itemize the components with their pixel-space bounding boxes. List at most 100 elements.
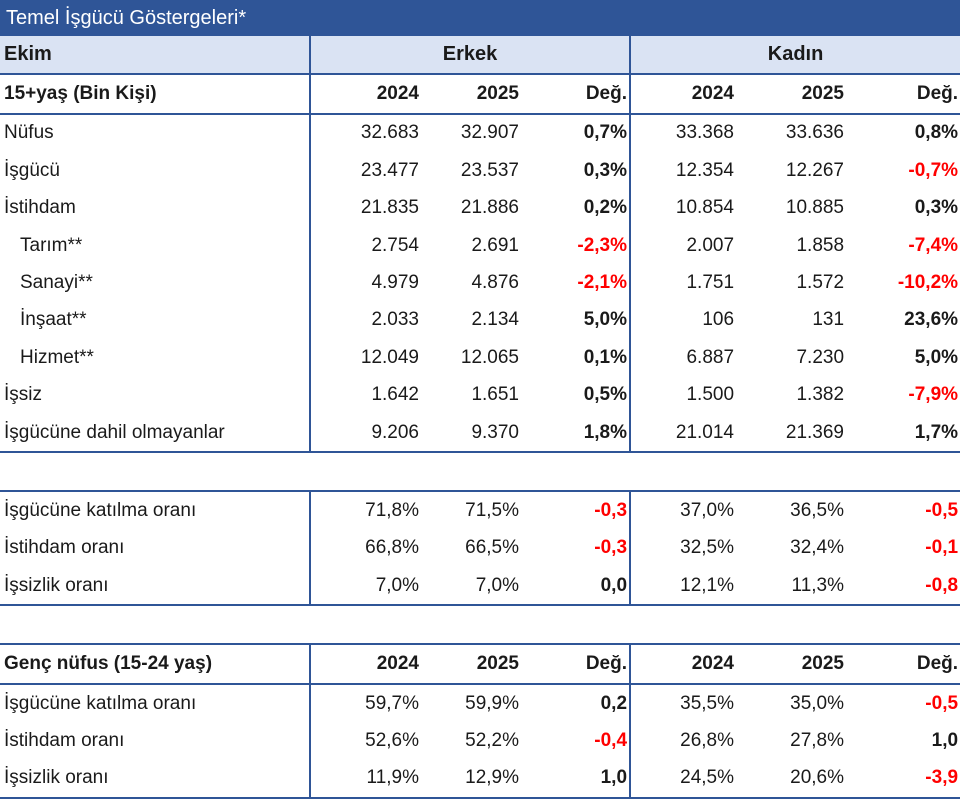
row-label: İşsiz — [0, 376, 311, 414]
row-label: Sanayi** — [0, 264, 311, 302]
row-label: İstihdam — [0, 189, 311, 227]
male-change-value: -0,3 — [525, 529, 632, 568]
female-change-value: -0,8 — [850, 567, 960, 607]
male-2024-value: 11,9% — [310, 759, 425, 799]
table-row: İstihdam oranı 66,8% 66,5% -0,3 32,5% 32,4% -0… — [0, 529, 960, 568]
male-group-header: Erkek — [310, 36, 632, 76]
female-2025-value: 36,5% — [740, 490, 851, 530]
male-change-value: 0,2% — [525, 189, 632, 227]
male-change-value: 0,0 — [525, 567, 632, 607]
row-label: İşsizlik oranı — [0, 567, 311, 607]
row-label: İstihdam oranı — [0, 529, 311, 568]
year-header: 2025 — [425, 643, 525, 685]
female-change-value: -0,5 — [850, 490, 960, 530]
group-header-row: Ekim Erkek Kadın — [0, 36, 960, 76]
female-2025-value: 21.369 — [740, 413, 851, 454]
year-header: 2025 — [740, 643, 851, 685]
female-change-value: -7,9% — [908, 384, 959, 406]
female-2024-value: 6.887 — [686, 346, 735, 368]
male-2024-value: 71,8% — [310, 490, 425, 530]
female-change-value: 0,3% — [914, 197, 959, 219]
female-change-value: -0,7% — [908, 159, 959, 181]
male-change-value: 0,2 — [525, 683, 632, 723]
year-header: 2024 — [630, 643, 741, 685]
year-header: 2025 — [740, 74, 851, 115]
row-label: Nüfus — [0, 113, 311, 153]
row-label: Hizmet** — [0, 339, 311, 377]
female-2024-value: 32,5% — [680, 537, 735, 559]
male-2024-value: 7,0% — [310, 567, 425, 607]
year-header: 2024 — [310, 74, 425, 115]
male-2024-value: 2.033 — [371, 309, 419, 331]
row-label: Tarım** — [0, 226, 311, 265]
table-row: Nüfus 32.683 32.907 0,7% 33.368 33.636 0,8% — [0, 113, 960, 153]
female-2024-value: 12.354 — [675, 159, 735, 181]
table-title: Temel İşgücü Göstergeleri* — [0, 0, 960, 36]
male-2025-value: 32.907 — [460, 122, 519, 144]
female-change-value: -0,5 — [925, 692, 959, 714]
female-2025-value: 12.267 — [785, 159, 845, 181]
subheader-row-adults: 15+yaş (Bin Kişi) 2024 2025 Değ. 2024 20… — [0, 74, 960, 115]
female-2024-value: 33.368 — [675, 122, 735, 144]
male-2025-value: 59,9% — [465, 692, 519, 714]
section-label: Genç nüfus (15-24 yaş) — [0, 643, 311, 685]
male-2025-value: 1.651 — [471, 384, 519, 406]
male-2025-value: 2.691 — [471, 234, 519, 256]
section-label: 15+yaş (Bin Kişi) — [0, 74, 311, 115]
female-2024-value: 2.007 — [686, 234, 735, 256]
table-row: İstihdam oranı 52,6% 52,2% -0,4 26,8% 27,8% 1,… — [0, 722, 960, 760]
table-row: İşsiz 1.642 1.651 0,5% 1.500 1.382 -7,9% — [0, 376, 960, 414]
male-2025-value: 23.537 — [460, 159, 519, 181]
male-2024-value: 9.206 — [310, 413, 425, 454]
female-2025-value: 131 — [812, 309, 845, 331]
row-label: İşgücü — [0, 152, 311, 190]
female-2025-value: 33.636 — [785, 122, 845, 144]
table-row: İşgücüne dahil olmayanlar 9.206 9.370 1,8% 2… — [0, 413, 960, 454]
female-2024-value: 35,5% — [680, 692, 735, 714]
change-header: Değ. — [850, 74, 960, 115]
female-change-value: -7,4% — [908, 234, 959, 256]
male-2025-value: 52,2% — [465, 729, 519, 751]
female-2024-value: 106 — [702, 309, 735, 331]
female-2024-value: 12,1% — [630, 567, 741, 607]
male-change-value: 0,7% — [525, 113, 632, 153]
male-change-value: -2,1% — [525, 264, 632, 302]
male-2025-value: 71,5% — [425, 490, 525, 530]
female-group-header: Kadın — [630, 36, 960, 76]
row-label: İşsizlik oranı — [0, 759, 311, 799]
table-row: Hizmet** 12.049 12.065 0,1% 6.887 7.230 5,0% — [0, 339, 960, 377]
row-label: İşgücüne dahil olmayanlar — [0, 413, 311, 454]
male-2025-value: 4.876 — [471, 272, 519, 294]
male-change-value: 0,3% — [525, 152, 632, 190]
year-header: 2025 — [425, 74, 525, 115]
male-change-value: 0,1% — [525, 339, 632, 377]
male-2024-value: 32.683 — [360, 122, 419, 144]
female-2025-value: 10.885 — [785, 197, 845, 219]
labor-indicators-table: Ekim Erkek Kadın 15+yaş (Bin Kişi) 2024 … — [0, 36, 960, 799]
year-header: 2024 — [630, 74, 741, 115]
male-change-value: 1,0 — [525, 759, 632, 799]
female-2024-value: 37,0% — [630, 490, 741, 530]
table-row: İşgücü 23.477 23.537 0,3% 12.354 12.267 -0,7% — [0, 152, 960, 190]
male-2024-value: 21.835 — [360, 197, 419, 219]
table-row: Tarım** 2.754 2.691 -2,3% 2.007 1.858 -7,4% — [0, 226, 960, 265]
change-header: Değ. — [525, 74, 632, 115]
section-spacer — [0, 452, 960, 491]
female-2024-value: 1.751 — [686, 272, 735, 294]
female-change-value: 0,8% — [914, 122, 959, 144]
female-2025-value: 20,6% — [740, 759, 851, 799]
male-2025-value: 12,9% — [425, 759, 525, 799]
row-label: İşgücüne katılma oranı — [0, 683, 311, 723]
row-label: İnşaat** — [0, 301, 311, 340]
female-2025-value: 27,8% — [790, 729, 845, 751]
year-header: 2024 — [310, 643, 425, 685]
male-2025-value: 2.134 — [471, 309, 519, 331]
male-2024-value: 66,8% — [365, 537, 419, 559]
male-2024-value: 59,7% — [365, 692, 419, 714]
change-header: Değ. — [850, 643, 960, 685]
female-2025-value: 11,3% — [740, 567, 851, 607]
female-2025-value: 35,0% — [790, 692, 845, 714]
female-2024-value: 1.500 — [686, 384, 735, 406]
male-2024-value: 23.477 — [360, 159, 419, 181]
male-2024-value: 2.754 — [371, 234, 419, 256]
